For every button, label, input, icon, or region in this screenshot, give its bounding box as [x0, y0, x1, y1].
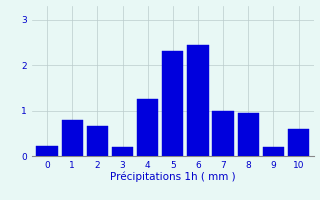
Bar [187, 45, 209, 156]
Bar [112, 147, 133, 156]
Bar [87, 126, 108, 156]
Bar [137, 99, 158, 156]
Bar [36, 146, 58, 156]
Bar [263, 147, 284, 156]
X-axis label: Précipitations 1h ( mm ): Précipitations 1h ( mm ) [110, 171, 236, 182]
Bar [61, 120, 83, 156]
Bar [212, 111, 234, 156]
Bar [237, 113, 259, 156]
Bar [162, 51, 183, 156]
Bar [288, 129, 309, 156]
